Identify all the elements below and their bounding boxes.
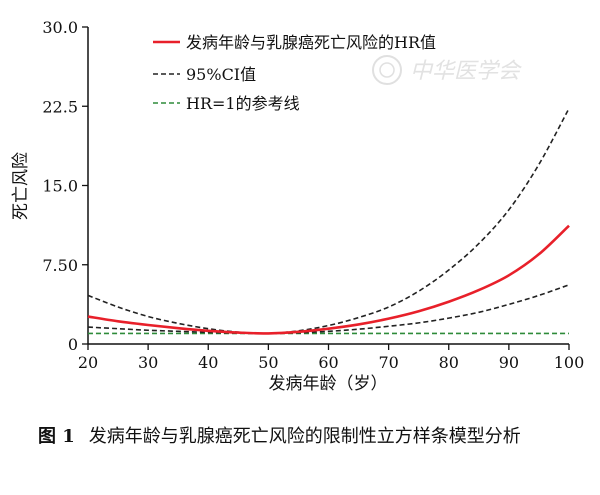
x-axis-title: 发病年龄（岁） <box>269 374 388 394</box>
x-tick-label: 30 <box>138 353 158 372</box>
y-tick-label: 15.0 <box>42 177 78 196</box>
x-ticks: 20 30 40 50 60 70 80 90 100 <box>78 344 584 372</box>
figure-caption: 图 1 发病年龄与乳腺癌死亡风险的限制性立方样条模型分析 <box>38 420 578 454</box>
legend-label-ref: HR=1的参考线 <box>186 94 300 113</box>
y-ticks: 0 7.50 15.0 22.5 30.0 <box>42 18 88 354</box>
hr-curve <box>87 224 570 335</box>
x-tick-label: 40 <box>198 353 218 372</box>
x-tick-label: 60 <box>318 353 338 372</box>
legend-label-hr: 发病年龄与乳腺癌死亡风险的HR值 <box>186 33 436 52</box>
caption-text: 发病年龄与乳腺癌死亡风险的限制性立方样条模型分析 <box>88 426 521 447</box>
ci-lower-curve <box>87 284 570 335</box>
ci-upper-curve <box>87 107 570 335</box>
x-tick-label: 70 <box>378 353 398 372</box>
x-tick-label: 100 <box>554 353 585 372</box>
y-axis-title: 死亡风险 <box>11 152 31 220</box>
watermark: 中华医学会 <box>372 55 522 85</box>
watermark-seal-icon <box>372 55 402 85</box>
caption-label: 图 1 <box>38 426 75 447</box>
y-tick-label: 30.0 <box>42 18 78 37</box>
watermark-text: 中华医学会 <box>410 59 522 84</box>
legend: 发病年龄与乳腺癌死亡风险的HR值 95%CI值 HR=1的参考线 <box>153 33 436 113</box>
legend-label-ci: 95%CI值 <box>186 65 256 84</box>
series-lines <box>87 107 570 335</box>
x-tick-label: 50 <box>258 353 278 372</box>
y-tick-label: 0 <box>68 335 78 354</box>
x-tick-label: 20 <box>78 353 98 372</box>
y-tick-label: 22.5 <box>42 97 78 116</box>
watermark-seal-inner-icon <box>379 62 395 78</box>
y-tick-label: 7.50 <box>42 256 78 275</box>
x-tick-label: 80 <box>439 353 459 372</box>
x-tick-label: 90 <box>499 353 519 372</box>
